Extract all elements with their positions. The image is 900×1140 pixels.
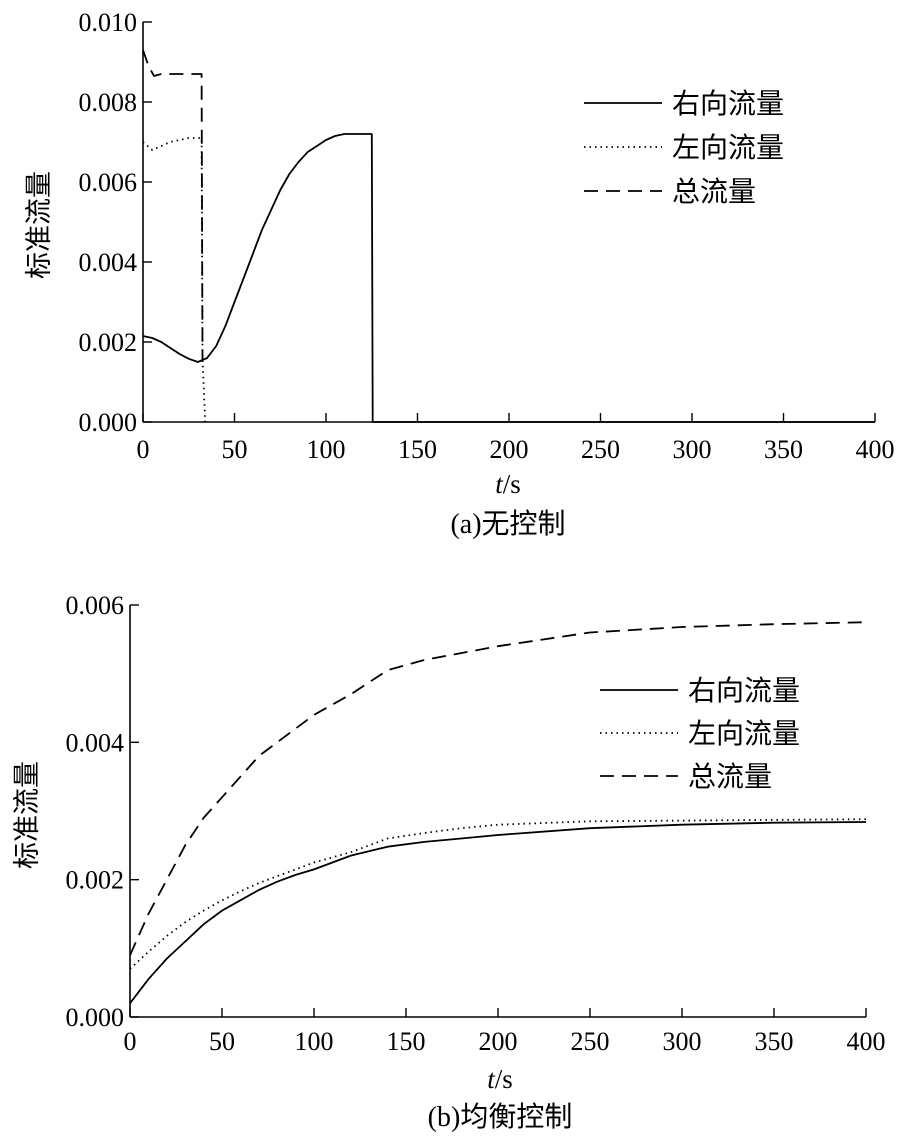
panel-b-x-tick-label: 250 [571, 1027, 610, 1056]
panel-a-y-tick-label: 0.000 [79, 408, 138, 437]
panel-b-x-tick-label: 50 [209, 1027, 235, 1056]
panel-b-legend-label: 总流量 [688, 761, 772, 793]
panel-a-x-tick-label: 400 [856, 435, 895, 464]
panel-b-x-tick-label: 200 [479, 1027, 518, 1056]
panel-b-y-tick-label: 0.004 [66, 728, 125, 757]
panel-a-series-solid [142, 133, 875, 423]
panel-b-x-tick-label: 350 [755, 1027, 794, 1056]
panel-b-x-tick-label: 0 [124, 1027, 137, 1056]
panel-a-x-tick-label: 250 [581, 435, 620, 464]
panel-a-x-tick-label: 150 [398, 435, 437, 464]
panel-a-x-tick-label: 350 [764, 435, 803, 464]
panel-a-uncontrolled: 标准流量 t/s (a)无控制 0 50 100 150 200 250 300 350 400… [24, 8, 895, 540]
panel-a-y-tick-label: 0.006 [79, 168, 138, 197]
panel-b-series-dotted [129, 818, 867, 970]
panel-b-caption: (b)均衡控制 [428, 1101, 573, 1133]
panel-a-y-tick-label: 0.010 [79, 8, 138, 37]
panel-a-legend-label: 左向流量 [672, 132, 784, 164]
panel-a-x-tick-label: 50 [222, 435, 248, 464]
panel-a-y-tick-label: 0.008 [79, 88, 138, 117]
panel-b-xlabel: t/s [487, 1064, 513, 1094]
panel-b-legend-label: 左向流量 [688, 718, 800, 750]
panel-a-legend-label: 右向流量 [672, 88, 784, 120]
panel-b-y-tick-label: 0.000 [66, 1003, 125, 1032]
panel-b-x-tick-label: 150 [387, 1027, 426, 1056]
panel-a-ylabel: 标准流量 [24, 171, 54, 279]
panel-a-xlabel: t/s [495, 469, 521, 499]
panel-a-x-tick-label: 100 [307, 435, 346, 464]
panel-b-y-tick-label: 0.002 [66, 866, 125, 895]
panel-b-legend-label: 右向流量 [688, 675, 800, 707]
panel-b-balanced-control: 标准流量 t/s (b)均衡控制 0 50 100 150 200 250 300 350 40… [12, 591, 886, 1133]
panel-a-x-tick-label: 0 [137, 435, 150, 464]
panel-b-ylabel: 标准流量 [12, 761, 42, 869]
panel-b-series-dashed [129, 621, 867, 956]
panel-a-series-dashed [142, 49, 204, 363]
panel-a-series-dotted [142, 137, 207, 423]
panel-b-series-solid [129, 821, 867, 1004]
panel-a-x-tick-label: 200 [490, 435, 529, 464]
panel-a-y-tick-label: 0.002 [79, 328, 138, 357]
panel-b-x-tick-label: 100 [295, 1027, 334, 1056]
panel-b-x-tick-label: 400 [847, 1027, 886, 1056]
panel-a-legend-label: 总流量 [672, 176, 756, 208]
panel-b-y-tick-label: 0.006 [66, 591, 125, 620]
panel-a-caption: (a)无控制 [450, 508, 565, 540]
panel-a-x-tick-label: 300 [673, 435, 712, 464]
panel-a-y-tick-label: 0.004 [79, 248, 138, 277]
panel-b-x-tick-label: 300 [663, 1027, 702, 1056]
